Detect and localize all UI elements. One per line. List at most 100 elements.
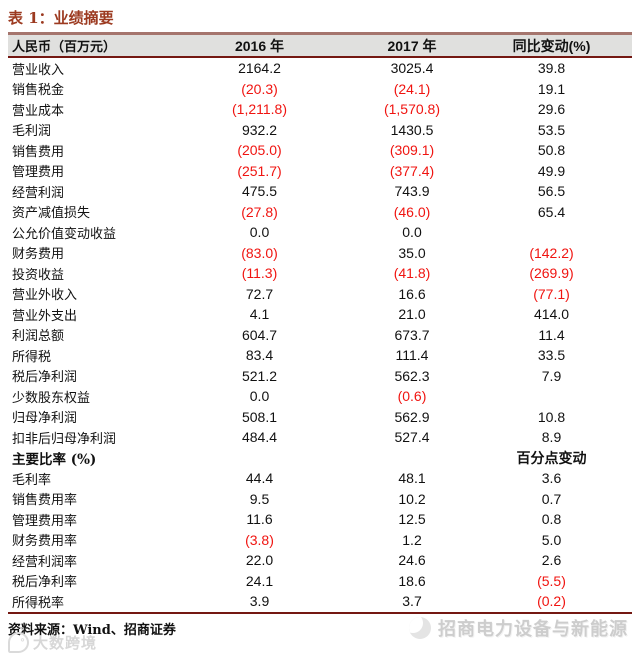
moon-logo-icon	[409, 617, 431, 639]
cell-2017: (41.8)	[393, 265, 431, 282]
row-label: 管理费用	[12, 165, 65, 181]
table-row: 营业成本 (1,211.8) (1,570.8) 29.6	[8, 99, 632, 120]
cell-yoy: 5.0	[541, 531, 562, 548]
cell-yoy: 3.6	[541, 470, 562, 487]
cell-yoy: 8.9	[541, 429, 562, 446]
row-label: 管理费用率	[12, 513, 78, 529]
header-yoy-change: 同比变动(%)	[512, 37, 591, 54]
row-label: 资产减值损失	[12, 206, 91, 222]
table-row: 管理费用 (251.7) (377.4) 49.9	[8, 161, 632, 182]
header-2017: 2017 年	[387, 37, 437, 54]
cell-2016: 4.1	[249, 306, 270, 323]
table-row: 投资收益 (11.3) (41.8) (269.9)	[8, 263, 632, 284]
cell-2016: 604.7	[241, 326, 278, 343]
table-row: 财务费用率 (3.8) 1.2 5.0	[8, 530, 632, 551]
cell-yoy: 0.8	[541, 511, 562, 528]
row-label: 销售费用率	[12, 493, 78, 509]
table-row: 财务费用 (83.0) 35.0 (142.2)	[8, 243, 632, 264]
cell-yoy: 65.4	[537, 203, 566, 220]
cell-2017: 562.9	[394, 408, 430, 425]
row-label: 税后净利率	[12, 575, 78, 591]
cell-2016: 484.4	[241, 429, 278, 446]
source-note: 资料来源：Wind、招商证券	[8, 622, 176, 638]
row-label: 归母净利润	[12, 411, 78, 427]
cell-2016: 0.0	[249, 224, 270, 241]
cell-2016: 521.2	[241, 367, 278, 384]
cell-yoy: 414.0	[533, 306, 570, 323]
row-label: 少数股东权益	[12, 390, 91, 406]
table-row: 扣非后归母净利润 484.4 527.4 8.9	[8, 427, 632, 448]
table-title: 表 1：业绩摘要	[8, 9, 114, 27]
row-label: 毛利润	[12, 124, 52, 140]
cell-2016: (83.0)	[241, 244, 278, 261]
watermark-bottom-left: 大数跨境	[8, 627, 98, 653]
header-2016: 2016 年	[234, 37, 285, 54]
cell-2016: 932.2	[241, 121, 278, 138]
row-label: 所得税	[12, 349, 52, 365]
cell-yoy: 33.5	[537, 347, 566, 364]
cell-2016: 2164.2	[238, 60, 281, 77]
cell-2017: 1.2	[402, 531, 422, 548]
cell-2016: 0.0	[249, 388, 270, 405]
cell-yoy: (5.5)	[537, 572, 566, 589]
cell-yoy: (0.2)	[537, 593, 566, 610]
table-row: 经营利润率 22.0 24.6 2.6	[8, 550, 632, 571]
cell-2016: 44.4	[245, 470, 274, 487]
cell-yoy: (142.2)	[529, 244, 574, 261]
table-row: 营业外收入 72.7 16.6 (77.1)	[8, 284, 632, 305]
row-label: 毛利率	[12, 472, 52, 488]
cell-2017: 21.0	[398, 306, 426, 323]
cell-2017: 743.9	[394, 183, 430, 200]
cell-2017: 48.1	[398, 470, 426, 487]
table-row: 销售税金 (20.3) (24.1) 19.1	[8, 79, 632, 100]
snail-logo-icon	[8, 627, 29, 653]
cell-yoy: 百分点变动	[516, 449, 587, 466]
cell-2016: (11.3)	[241, 265, 278, 282]
row-label: 营业收入	[12, 62, 65, 78]
cell-2017: 12.5	[398, 511, 426, 528]
row-label: 税后净利润	[12, 370, 78, 386]
row-label: 利润总额	[12, 329, 65, 345]
table-row: 公允价值变动收益 0.0 0.0	[8, 222, 632, 243]
row-label: 销售费用	[12, 144, 65, 160]
table-row: 所得税 83.4 111.4 33.5	[8, 345, 632, 366]
cell-2016: (251.7)	[237, 162, 282, 179]
table-row: 营业收入 2164.2 3025.4 39.8	[8, 58, 632, 79]
cell-2017: 562.3	[394, 367, 430, 384]
table-row: 毛利率 44.4 48.1 3.6	[8, 468, 632, 489]
cell-yoy: 50.8	[537, 142, 566, 159]
cell-yoy: (77.1)	[533, 285, 570, 302]
cell-2017: 3025.4	[390, 60, 434, 77]
header-currency-unit: 人民币（百万元）	[12, 40, 117, 55]
cell-2017: 35.0	[398, 244, 426, 261]
cell-2017: 111.4	[395, 347, 429, 364]
table-row: 营业外支出 4.1 21.0 414.0	[8, 304, 632, 325]
cell-yoy: 19.1	[537, 80, 566, 97]
table-row: 销售费用率 9.5 10.2 0.7	[8, 489, 632, 510]
cell-2017: (46.0)	[393, 203, 431, 220]
watermark-bottom-right: 招商电力设备与新能源	[409, 615, 628, 641]
cell-2016: 83.4	[245, 347, 274, 364]
cell-yoy: 49.9	[537, 162, 566, 179]
cell-2017: (377.4)	[389, 162, 435, 179]
cell-2016: (1,211.8)	[232, 101, 287, 118]
row-label: 财务费用率	[12, 534, 78, 550]
row-label: 经营利润	[12, 185, 65, 201]
cell-2016: 24.1	[245, 572, 274, 589]
row-label: 经营利润率	[12, 554, 78, 570]
table-row: 毛利润 932.2 1430.5 53.5	[8, 120, 632, 141]
cell-yoy: (269.9)	[529, 265, 574, 282]
watermark-left-label: 大数跨境	[33, 634, 98, 652]
row-label: 财务费用	[12, 247, 65, 263]
table-row: 资产减值损失 (27.8) (46.0) 65.4	[8, 202, 632, 223]
table-row: 管理费用率 11.6 12.5 0.8	[8, 509, 632, 530]
cell-2017: 16.6	[398, 285, 426, 302]
table-row: 所得税率 3.9 3.7 (0.2)	[8, 591, 632, 612]
table-row: 归母净利润 508.1 562.9 10.8	[8, 407, 632, 428]
cell-yoy: 53.5	[537, 121, 566, 138]
row-label: 公允价值变动收益	[12, 226, 117, 242]
cell-2017: 0.0	[402, 224, 422, 241]
table-row: 税后净利润 521.2 562.3 7.9	[8, 366, 632, 387]
cell-yoy: 56.5	[537, 183, 566, 200]
